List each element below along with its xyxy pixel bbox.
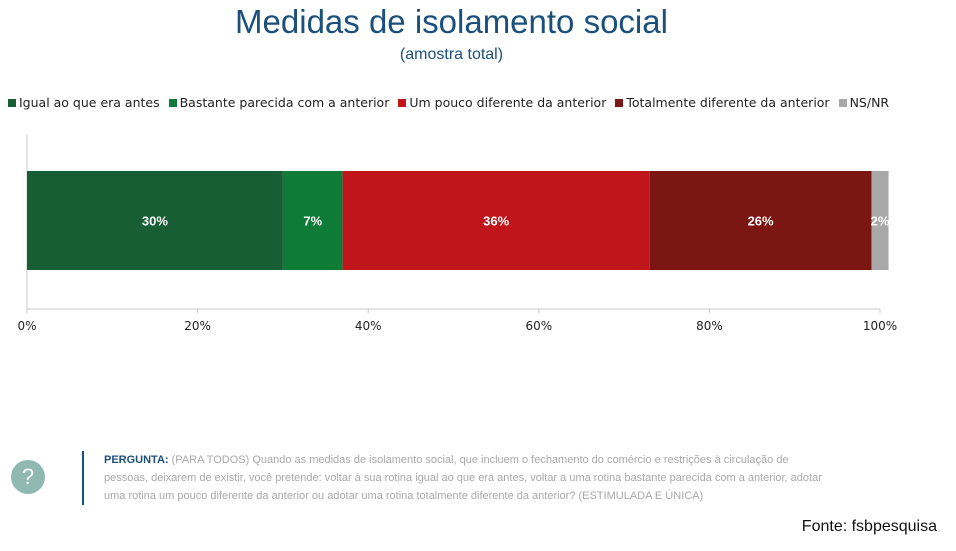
question-body: (PARA TODOS) Quando as medidas de isolam… xyxy=(104,454,822,502)
stacked-bar-chart: 30% 7% 36% 26% 2% 0% 20% 40% 60% 80% 100% xyxy=(17,135,897,333)
x-tick-label-0: 0% xyxy=(17,319,36,333)
data-label-0: 30% xyxy=(142,214,168,229)
legend-item-nsnr: NS/NR xyxy=(838,95,890,110)
bar-segment-2 xyxy=(342,171,650,270)
bar-segment-0 xyxy=(27,171,283,270)
legend-label: Bastante parecida com a anterior xyxy=(179,95,390,110)
x-tick-label-5: 100% xyxy=(863,319,897,333)
legend-swatch xyxy=(168,98,177,107)
data-label-2: 36% xyxy=(483,214,509,229)
question-label: PERGUNTA: xyxy=(104,454,169,466)
bar-segment-3 xyxy=(649,171,872,270)
legend-label: Um pouco diferente da anterior xyxy=(409,95,607,110)
legend-label: NS/NR xyxy=(849,95,890,110)
legend-label: Totalmente diferente da anterior xyxy=(626,95,830,110)
chart-title: Medidas de isolamento social xyxy=(235,3,668,40)
x-tick-label-3: 60% xyxy=(525,319,552,333)
chart-legend: Igual ao que era antes Bastante parecida… xyxy=(8,95,898,110)
legend-swatch xyxy=(838,98,847,107)
legend-label: Igual ao que era antes xyxy=(19,95,160,110)
x-tick-label-2: 40% xyxy=(355,319,382,333)
bar-segment-1 xyxy=(282,171,343,270)
legend-item-bastante: Bastante parecida com a anterior xyxy=(168,95,390,110)
question-text: PERGUNTA: (PARA TODOS) Quando as medidas… xyxy=(82,451,824,505)
legend-swatch xyxy=(398,98,407,107)
data-label-1: 7% xyxy=(303,214,322,229)
data-label-4: 2% xyxy=(871,214,890,229)
legend-item-igual: Igual ao que era antes xyxy=(8,95,160,110)
x-tick-label-4: 80% xyxy=(696,319,723,333)
source-credit: Fonte: fsbpesquisa xyxy=(801,518,937,535)
legend-swatch xyxy=(615,98,624,107)
question-mark-icon: ? xyxy=(11,460,45,494)
legend-swatch xyxy=(8,98,16,107)
data-label-3: 26% xyxy=(748,214,774,229)
chart-subtitle: (amostra total) xyxy=(399,46,504,63)
x-tick-label-1: 20% xyxy=(184,319,211,333)
legend-item-um-pouco: Um pouco diferente da anterior xyxy=(398,95,606,110)
legend-item-totalmente: Totalmente diferente da anterior xyxy=(615,95,830,110)
bar-segment-4 xyxy=(871,171,889,270)
